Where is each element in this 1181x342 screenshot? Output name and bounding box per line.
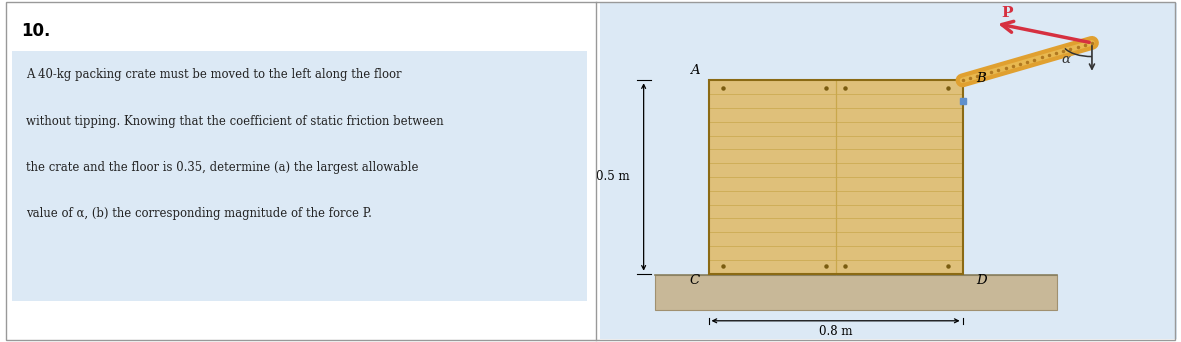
Text: without tipping. Knowing that the coefficient of static friction between: without tipping. Knowing that the coeffi…: [26, 115, 444, 128]
Text: the crate and the floor is 0.35, determine (a) the largest allowable: the crate and the floor is 0.35, determi…: [26, 161, 418, 174]
Text: 0.8 m: 0.8 m: [818, 325, 853, 338]
Text: P: P: [1001, 6, 1012, 20]
Text: 0.5 m: 0.5 m: [596, 170, 629, 184]
FancyBboxPatch shape: [709, 80, 963, 274]
Text: value of α, (b) the corresponding magnitude of the force P.: value of α, (b) the corresponding magnit…: [26, 207, 372, 220]
Text: A 40-kg packing crate must be moved to the left along the floor: A 40-kg packing crate must be moved to t…: [26, 68, 402, 81]
Text: D: D: [977, 274, 987, 287]
Text: B: B: [977, 72, 986, 85]
Text: α: α: [1062, 53, 1070, 66]
FancyBboxPatch shape: [600, 3, 1177, 339]
Text: A: A: [690, 64, 699, 77]
Text: C: C: [689, 274, 699, 287]
FancyBboxPatch shape: [655, 275, 1057, 310]
Text: 10.: 10.: [21, 22, 51, 40]
FancyBboxPatch shape: [12, 51, 587, 301]
